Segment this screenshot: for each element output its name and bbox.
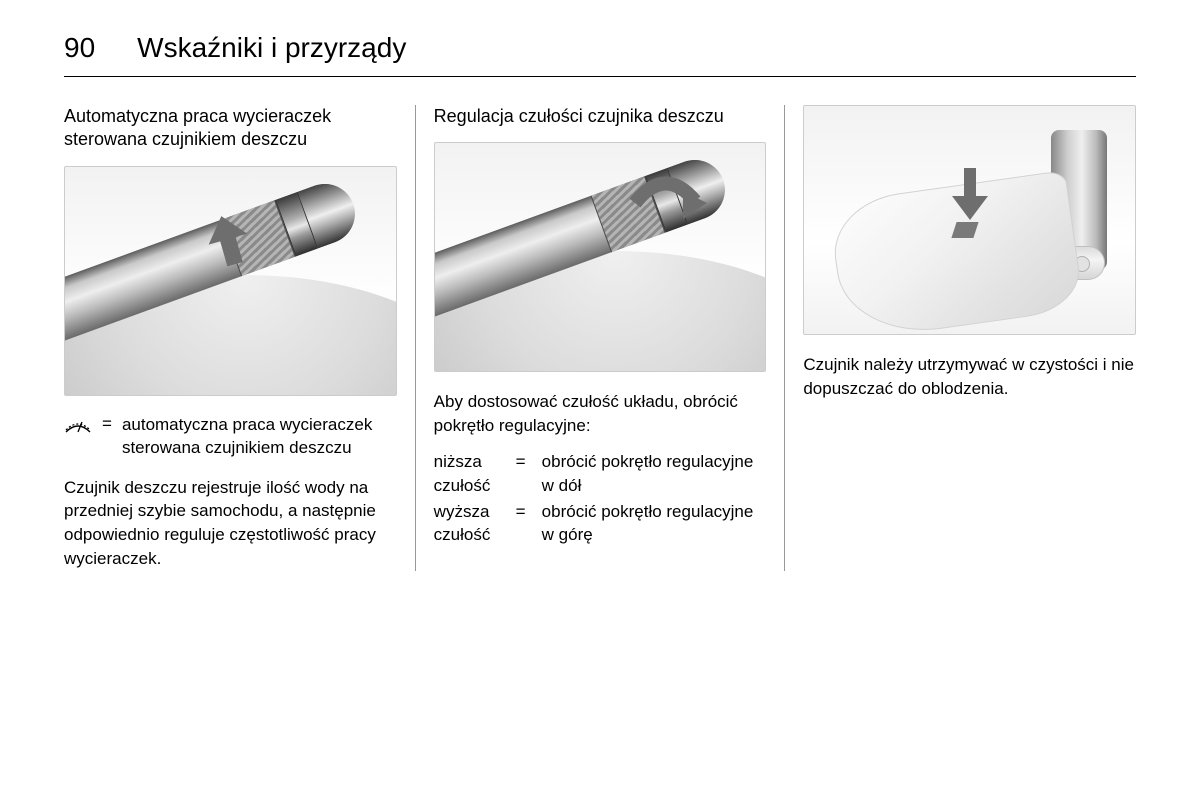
term-desc: obrócić pokrętło regulacyjne w górę: [542, 500, 767, 548]
arrow-down-icon: [950, 168, 990, 225]
equals-sign: =: [516, 500, 532, 548]
page-header: 90 Wskaźniki i przyrządy: [64, 32, 1136, 77]
term-desc: obrócić pokrętło regulacyjne w dół: [542, 450, 767, 498]
arrow-rotate-icon: [623, 173, 707, 242]
col2-heading: Regulacja czułości czujnika deszczu: [434, 105, 767, 128]
wiper-auto-icon: [64, 414, 92, 439]
table-row: niższa czułość = obrócić pokrętło regula…: [434, 450, 767, 498]
legend-text: automatyczna praca wycieraczek sterowana…: [122, 414, 397, 460]
arrow-up-icon: [203, 215, 255, 271]
column-2: Regulacja czułości czujnika deszczu Aby …: [416, 105, 785, 571]
equals-sign: =: [516, 450, 532, 498]
page-number: 90: [64, 32, 95, 64]
figure-wiper-lever-rotate: [434, 142, 767, 372]
figure-wiper-lever-up: [64, 166, 397, 396]
term-label: niższa: [434, 450, 506, 474]
page-title: Wskaźniki i przyrządy: [137, 32, 406, 64]
col1-body: Czujnik deszczu rejestruje ilość wody na…: [64, 476, 397, 571]
col2-intro: Aby dostosować czułość układu, obrócić p…: [434, 390, 767, 438]
legend-row: = automatyczna praca wycieraczek sterowa…: [64, 414, 397, 460]
sensitivity-table: niższa czułość = obrócić pokrętło regula…: [434, 450, 767, 547]
table-row: wyższa czułość = obrócić pokrętło regula…: [434, 500, 767, 548]
term-label: czułość: [434, 474, 506, 498]
legend-equals: =: [102, 414, 112, 434]
figure-rain-sensor-location: [803, 105, 1136, 335]
column-1: Automatyczna praca wycieraczek sterowana…: [64, 105, 415, 571]
col1-heading: Automatyczna praca wycieraczek sterowana…: [64, 105, 397, 152]
col3-body: Czujnik należy utrzymywać w czystości i …: [803, 353, 1136, 401]
column-3: Czujnik należy utrzymywać w czystości i …: [785, 105, 1136, 571]
content-columns: Automatyczna praca wycieraczek sterowana…: [64, 105, 1136, 571]
term-label: czułość: [434, 523, 506, 547]
term-label: wyższa: [434, 500, 506, 524]
